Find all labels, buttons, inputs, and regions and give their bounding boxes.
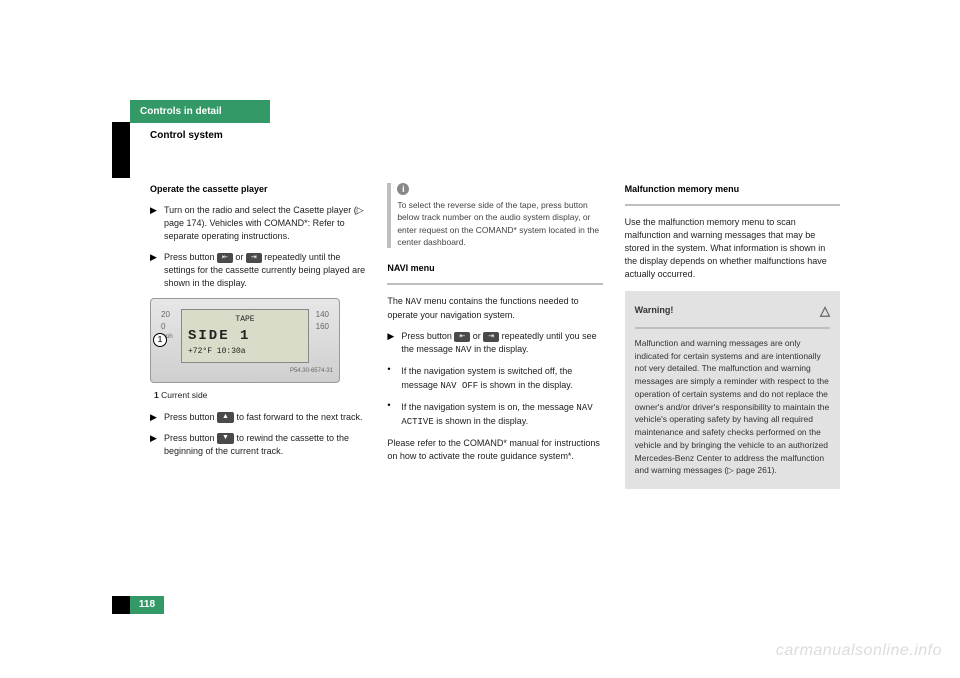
gauge-right: 140 160: [316, 309, 329, 332]
bullet-text: If the navigation system is switched off…: [401, 365, 602, 392]
note-body: i To select the reverse side of the tape…: [397, 183, 602, 248]
lcd-display: TAPE SIDE 1 +72°F 10:30a: [181, 309, 309, 362]
warning-label: Warning!: [635, 304, 674, 318]
column-1: Operate the cassette player ▶ Turn on th…: [150, 183, 365, 489]
figure-id: P54.30-6574-31: [157, 367, 333, 376]
page-content: Controls in detail Control system Operat…: [130, 100, 840, 489]
heading-rule: [387, 283, 602, 285]
prev-button-icon: ⇤: [217, 253, 233, 263]
col3-para-1: Use the malfunction memory menu to scan …: [625, 216, 840, 281]
bullet-marker: ▶: [150, 411, 158, 424]
warning-head: Warning! △: [635, 301, 830, 329]
col1-heading: Operate the cassette player: [150, 183, 365, 196]
bullet-marker: ▶: [150, 251, 158, 290]
col1-bullet-2: ▶ Press button ⇤ or ⇥ repeatedly until t…: [150, 251, 365, 290]
note-bar: [387, 183, 391, 248]
callout-1: 1: [153, 333, 167, 347]
note-text: To select the reverse side of the tape, …: [397, 199, 602, 248]
column-2: i To select the reverse side of the tape…: [387, 183, 602, 489]
figure-caption: 1 Current side: [154, 389, 365, 401]
bullet-text: Press button ▲ to fast forward to the ne…: [164, 411, 365, 424]
next-button-icon: ⇥: [483, 332, 499, 342]
navoff-code: NAV OFF: [440, 381, 478, 391]
page-num-black: [112, 596, 130, 614]
col3-heading: Malfunction memory menu: [625, 183, 840, 196]
lcd-mid: SIDE 1: [188, 326, 302, 346]
next-button-icon: ⇥: [246, 253, 262, 263]
info-icon: i: [397, 183, 409, 195]
warning-body: Malfunction and warning messages are onl…: [635, 337, 830, 477]
up-button-icon: ▲: [217, 412, 234, 422]
nav-code: NAV: [455, 345, 471, 355]
bullet-marker: •: [387, 365, 395, 392]
info-note: i To select the reverse side of the tape…: [387, 183, 602, 248]
col2-para-1: The NAV menu contains the functions need…: [387, 295, 602, 322]
col1-bullet-1: ▶ Turn on the radio and select the Caset…: [150, 204, 365, 243]
page-number: 118: [130, 596, 164, 614]
col1-bullet-3: ▶ Press button ▲ to fast forward to the …: [150, 411, 365, 424]
down-button-icon: ▼: [217, 433, 234, 443]
bullet-text: Press button ▼ to rewind the cassette to…: [164, 432, 365, 458]
heading-rule: [625, 204, 840, 206]
col2-bullet-1: ▶ Press button ⇤ or ⇥ repeatedly until y…: [387, 330, 602, 357]
caption-text: Current side: [159, 390, 208, 400]
warning-box: Warning! △ Malfunction and warning messa…: [625, 291, 840, 489]
watermark: carmanualsonline.info: [776, 642, 942, 660]
nav-code: NAV: [405, 297, 421, 307]
col2-heading: NAVI menu: [387, 262, 602, 275]
bullet-marker: •: [387, 401, 395, 429]
lcd-top: TAPE: [188, 314, 302, 326]
columns: Operate the cassette player ▶ Turn on th…: [130, 183, 840, 489]
bullet-text: Turn on the radio and select the Casette…: [164, 204, 365, 243]
col2-bullet-2: • If the navigation system is switched o…: [387, 365, 602, 392]
section-tab: Controls in detail: [130, 100, 270, 123]
column-3: Malfunction memory menu Use the malfunct…: [625, 183, 840, 489]
section-subhead: Control system: [130, 123, 840, 147]
warning-triangle-icon: △: [820, 301, 830, 321]
col2-para-2: Please refer to the COMAND* manual for i…: [387, 437, 602, 463]
col2-bullet-3: • If the navigation system is on, the me…: [387, 401, 602, 429]
bullet-marker: ▶: [150, 204, 158, 243]
black-side-strip: [112, 122, 130, 178]
prev-button-icon: ⇤: [454, 332, 470, 342]
col1-bullet-4: ▶ Press button ▼ to rewind the cassette …: [150, 432, 365, 458]
bullet-marker: ▶: [150, 432, 158, 458]
bullet-text: If the navigation system is on, the mess…: [401, 401, 602, 429]
bullet-text: Press button ⇤ or ⇥ repeatedly until you…: [401, 330, 602, 357]
subhead-text: Control system: [150, 130, 223, 141]
bullet-text: Press button ⇤ or ⇥ repeatedly until the…: [164, 251, 365, 290]
lcd-bottom: +72°F 10:30a: [188, 346, 302, 358]
bullet-marker: ▶: [387, 330, 395, 357]
dashboard-figure: 20 0 mph 140 160 TAPE SIDE 1 +72°F 10:30…: [150, 298, 340, 382]
